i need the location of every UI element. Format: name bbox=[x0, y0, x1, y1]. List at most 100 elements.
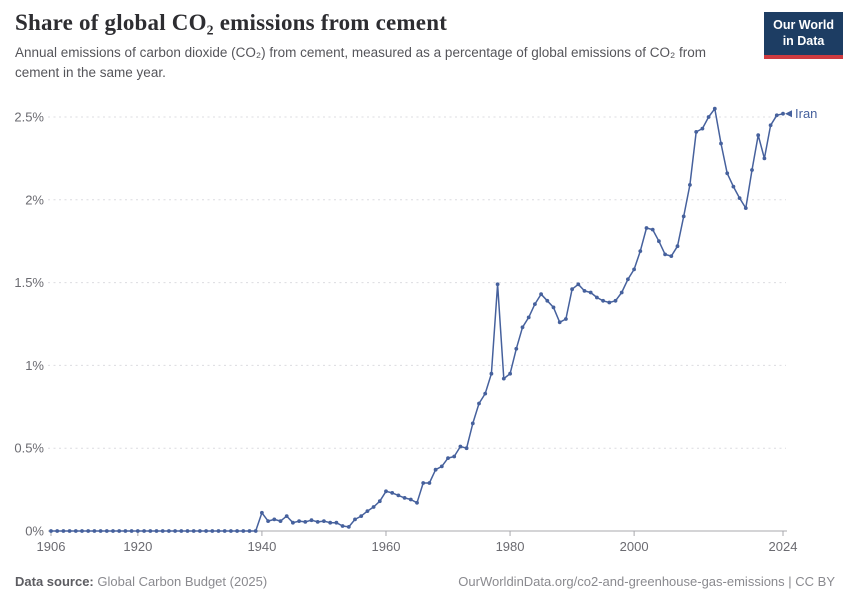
data-point[interactable] bbox=[706, 115, 711, 119]
data-point[interactable] bbox=[582, 289, 587, 293]
data-point[interactable] bbox=[98, 529, 103, 533]
data-point[interactable] bbox=[712, 106, 717, 111]
data-point[interactable] bbox=[675, 244, 680, 249]
data-point[interactable] bbox=[514, 346, 519, 351]
data-point[interactable] bbox=[408, 497, 413, 502]
data-point[interactable] bbox=[415, 500, 419, 505]
data-point[interactable] bbox=[173, 529, 178, 533]
data-point[interactable] bbox=[768, 123, 773, 128]
data-point[interactable] bbox=[446, 456, 450, 460]
series-line-iran[interactable] bbox=[51, 107, 784, 532]
data-point[interactable] bbox=[229, 529, 233, 533]
data-point[interactable] bbox=[433, 467, 438, 472]
data-point[interactable] bbox=[700, 126, 705, 131]
data-point[interactable] bbox=[322, 519, 326, 523]
series-label-iran[interactable]: Iran bbox=[795, 106, 817, 121]
data-point[interactable] bbox=[123, 529, 128, 533]
data-point[interactable] bbox=[346, 525, 351, 529]
data-point[interactable] bbox=[92, 529, 97, 533]
data-point[interactable] bbox=[266, 519, 270, 523]
data-point[interactable] bbox=[539, 292, 543, 297]
data-point[interactable] bbox=[737, 196, 742, 201]
data-point[interactable] bbox=[681, 214, 686, 219]
data-point[interactable] bbox=[762, 156, 767, 161]
data-point[interactable] bbox=[508, 371, 512, 376]
data-point[interactable] bbox=[104, 529, 109, 533]
data-point[interactable] bbox=[117, 529, 122, 533]
data-point[interactable] bbox=[750, 168, 754, 172]
data-point[interactable] bbox=[148, 529, 153, 533]
data-point[interactable] bbox=[781, 111, 785, 116]
data-point[interactable] bbox=[291, 520, 295, 525]
data-point[interactable] bbox=[340, 524, 345, 528]
data-point[interactable] bbox=[526, 315, 531, 320]
data-point[interactable] bbox=[272, 517, 277, 522]
license-link[interactable]: OurWorldinData.org/co2-and-greenhouse-ga… bbox=[458, 574, 835, 589]
data-point[interactable] bbox=[198, 529, 202, 533]
data-point[interactable] bbox=[489, 371, 494, 376]
data-point[interactable] bbox=[216, 529, 221, 533]
data-point[interactable] bbox=[595, 295, 599, 300]
data-point[interactable] bbox=[427, 481, 432, 485]
data-point[interactable] bbox=[495, 282, 500, 287]
data-point[interactable] bbox=[464, 446, 469, 451]
data-point[interactable] bbox=[111, 529, 115, 533]
data-point[interactable] bbox=[160, 529, 165, 533]
data-point[interactable] bbox=[247, 529, 252, 533]
data-point[interactable] bbox=[421, 481, 426, 485]
data-point[interactable] bbox=[260, 510, 264, 515]
data-point[interactable] bbox=[55, 529, 60, 533]
data-point[interactable] bbox=[576, 282, 581, 287]
data-point[interactable] bbox=[588, 290, 593, 295]
data-point[interactable] bbox=[557, 320, 562, 325]
data-point[interactable] bbox=[204, 529, 209, 533]
data-point[interactable] bbox=[402, 496, 407, 500]
owid-logo[interactable]: Our World in Data bbox=[764, 12, 843, 59]
data-point[interactable] bbox=[545, 298, 550, 303]
data-point[interactable] bbox=[551, 305, 556, 310]
data-point[interactable] bbox=[49, 529, 53, 533]
data-point[interactable] bbox=[377, 499, 382, 504]
data-point[interactable] bbox=[688, 183, 692, 187]
data-point[interactable] bbox=[458, 444, 463, 449]
data-point[interactable] bbox=[663, 252, 667, 257]
data-point[interactable] bbox=[371, 505, 376, 509]
data-point[interactable] bbox=[235, 529, 240, 533]
data-point[interactable] bbox=[756, 133, 761, 138]
data-point[interactable] bbox=[390, 491, 395, 495]
data-point[interactable] bbox=[719, 141, 723, 146]
data-point[interactable] bbox=[601, 298, 605, 303]
data-point[interactable] bbox=[167, 529, 171, 533]
data-point[interactable] bbox=[86, 529, 91, 533]
data-point[interactable] bbox=[731, 184, 736, 189]
data-point[interactable] bbox=[564, 317, 568, 321]
data-point[interactable] bbox=[644, 226, 649, 230]
data-point[interactable] bbox=[135, 529, 140, 533]
data-point[interactable] bbox=[626, 277, 630, 282]
data-point[interactable] bbox=[613, 298, 618, 303]
data-point[interactable] bbox=[67, 529, 72, 533]
data-point[interactable] bbox=[619, 290, 624, 295]
data-point[interactable] bbox=[520, 325, 525, 330]
data-point[interactable] bbox=[154, 529, 159, 533]
data-point[interactable] bbox=[241, 529, 246, 533]
data-point[interactable] bbox=[73, 529, 78, 533]
data-point[interactable] bbox=[129, 529, 134, 533]
data-point[interactable] bbox=[694, 130, 699, 134]
data-point[interactable] bbox=[179, 529, 184, 533]
data-point[interactable] bbox=[384, 489, 388, 494]
data-point[interactable] bbox=[774, 113, 779, 118]
data-point[interactable] bbox=[650, 227, 655, 232]
data-point[interactable] bbox=[365, 509, 370, 513]
data-point[interactable] bbox=[309, 518, 314, 523]
data-point[interactable] bbox=[185, 529, 190, 533]
data-point[interactable] bbox=[222, 529, 227, 533]
data-point[interactable] bbox=[533, 302, 537, 306]
data-point[interactable] bbox=[570, 287, 574, 292]
data-point[interactable] bbox=[210, 529, 215, 533]
data-point[interactable] bbox=[396, 493, 401, 498]
data-point[interactable] bbox=[328, 520, 333, 525]
data-point[interactable] bbox=[439, 464, 444, 469]
data-point[interactable] bbox=[452, 454, 457, 459]
data-point[interactable] bbox=[303, 520, 308, 524]
